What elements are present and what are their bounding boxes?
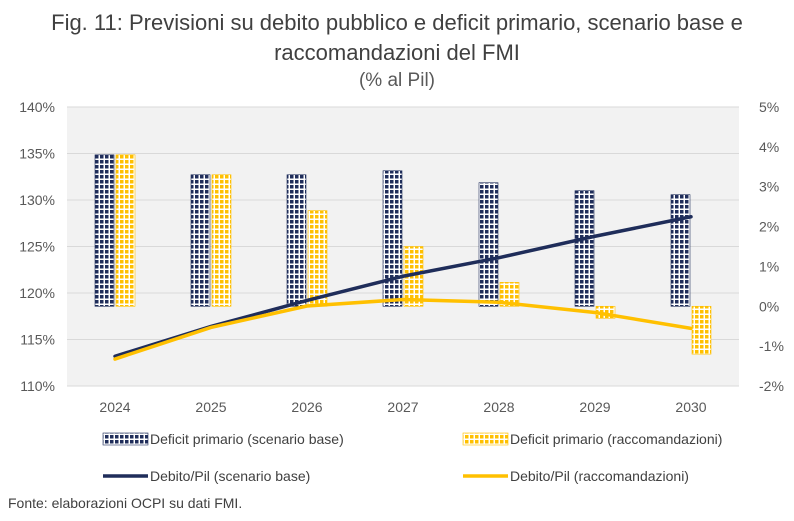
x-axis-tick-label: 2024 <box>99 399 130 415</box>
bar-deficit-base <box>286 174 307 307</box>
bar-deficit-racc <box>499 282 520 307</box>
right-axis-tick-label: 5% <box>759 99 779 115</box>
chart-title: Fig. 11: Previsioni su debito pubblico e… <box>0 8 794 68</box>
gridlines <box>67 106 739 387</box>
left-axis-tick-label: 120% <box>19 285 55 301</box>
x-axis-tick-label: 2025 <box>195 399 226 415</box>
legend-deficit-racc-label: Deficit primario (raccomandazioni) <box>510 431 722 447</box>
bar-deficit-base <box>190 174 211 307</box>
lines <box>113 214 693 361</box>
chart-title-line1: Fig. 11: Previsioni su debito pubblico e… <box>51 10 743 35</box>
right-axis-tick-label: 1% <box>759 258 779 274</box>
right-axis-tick-label: -2% <box>759 378 784 394</box>
x-axis-tick-label: 2030 <box>675 399 706 415</box>
legend-debito-racc-label: Debito/Pil (raccomandazioni) <box>510 468 689 484</box>
bar-deficit-base <box>94 154 115 307</box>
x-axis-tick-label: 2027 <box>387 399 418 415</box>
bars <box>94 154 712 355</box>
axes: 110% 115% 120% 125% 130% 135% 140% -2% -1% 0% 1% 2%… <box>19 99 784 415</box>
legend-debito-base-label: Debito/Pil (scenario base) <box>150 468 310 484</box>
legend-deficit-base-swatch <box>102 432 149 446</box>
x-axis-tick-label: 2026 <box>291 399 322 415</box>
right-axis-tick-label: -1% <box>759 338 784 354</box>
bar-deficit-racc <box>211 174 232 307</box>
chart-title-line2: raccomandazioni del FMI <box>274 40 520 65</box>
left-axis-tick-label: 130% <box>19 192 55 208</box>
bar-deficit-racc <box>307 210 328 307</box>
chart-subtitle: (% al Pil) <box>358 70 435 91</box>
line-debito-racc <box>113 297 693 361</box>
legend-deficit-base-label: Deficit primario (scenario base) <box>150 431 344 447</box>
source-note: Fonte: elaborazioni OCPI su dati FMI. <box>8 495 243 511</box>
x-axis-tick-label: 2028 <box>483 399 514 415</box>
left-axis-tick-label: 110% <box>20 378 55 394</box>
left-axis-tick-label: 125% <box>19 239 55 255</box>
bar-deficit-base <box>478 182 499 307</box>
bar-deficit-base <box>574 190 595 307</box>
legend-deficit-racc-swatch <box>462 432 509 446</box>
right-axis-tick-label: 3% <box>759 179 779 195</box>
right-axis-tick-label: 0% <box>759 298 779 314</box>
left-axis-tick-label: 140% <box>19 99 55 115</box>
bar-deficit-racc <box>115 154 136 307</box>
left-axis-tick-label: 135% <box>19 146 55 162</box>
bar-deficit-base <box>382 170 403 307</box>
left-axis-tick-label: 115% <box>20 332 55 348</box>
bar-deficit-base <box>670 194 691 307</box>
bar-deficit-racc <box>691 305 712 355</box>
legend: Deficit primario (scenario base) Deficit … <box>102 431 722 484</box>
x-axis-tick-label: 2029 <box>579 399 610 415</box>
right-axis-tick-label: 2% <box>759 219 779 235</box>
right-axis-tick-label: 4% <box>759 139 779 155</box>
